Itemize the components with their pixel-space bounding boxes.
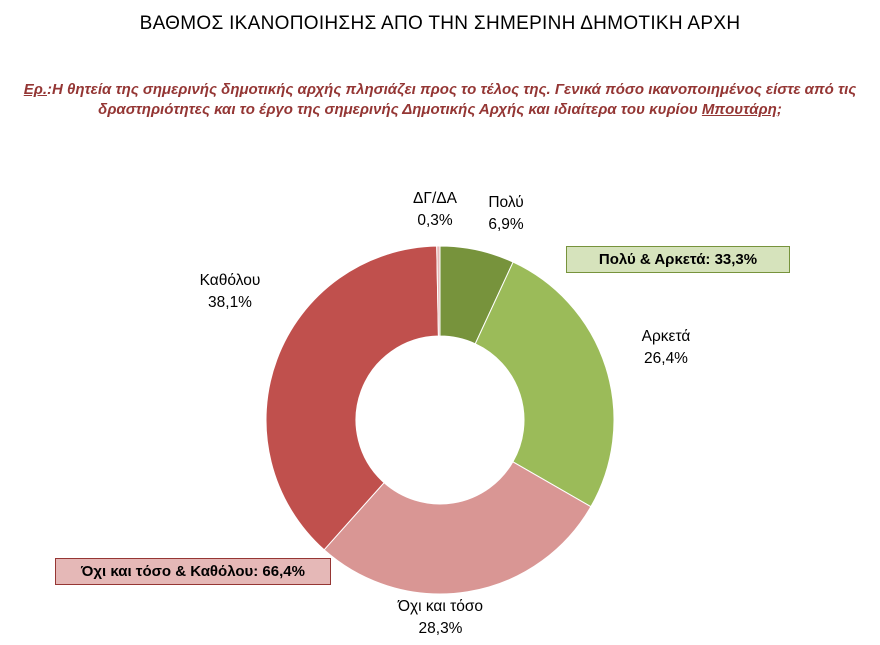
slice-label-oxi-kai-toso: Όχι και τόσο 28,3%	[378, 596, 503, 639]
question-colon: :	[47, 81, 52, 98]
slice-name: Πολύ	[488, 194, 524, 211]
slice-label-poly: Πολύ 6,9%	[468, 192, 544, 235]
question-underlined-name: Μπουτάρη	[701, 101, 777, 119]
donut-slice-1	[474, 261, 615, 508]
question-prefix: Ερ.	[23, 81, 47, 98]
callout-negative-total: Όχι και τόσο & Καθόλου: 66,4%	[55, 558, 331, 585]
slice-label-katholou: Καθόλου 38,1%	[180, 270, 280, 313]
question-body: Η θητεία της σημερινής δημοτικής αρχής π…	[52, 81, 857, 119]
slice-label-arketa: Αρκετά 26,4%	[618, 326, 714, 369]
question-suffix: ;	[776, 101, 782, 119]
slice-name: Αρκετά	[641, 328, 691, 345]
page-title: ΒΑΘΜΟΣ ΙΚΑΝΟΠΟΙΗΣΗΣ ΑΠΟ ΤΗΝ ΣΗΜΕΡΙΝΗ ΔΗΜ…	[139, 13, 741, 34]
donut-slice-2	[323, 461, 592, 595]
slice-value: 0,3%	[417, 211, 453, 229]
slice-value: 28,3%	[418, 619, 463, 637]
slice-value: 26,4%	[644, 349, 688, 367]
callout-positive-total: Πολύ & Αρκετά: 33,3%	[566, 246, 790, 273]
slice-value: 6,9%	[488, 215, 524, 233]
slice-name: Καθόλου	[199, 272, 261, 289]
donut-slice-4	[436, 245, 441, 337]
survey-question: Ερ.:Η θητεία της σημερινής δημοτικής αρχ…	[20, 80, 860, 121]
slice-name: Όχι και τόσο	[397, 598, 484, 615]
slice-value: 38,1%	[208, 293, 252, 311]
donut-slice-3	[265, 245, 439, 551]
slice-name: ΔΓ/ΔΑ	[413, 190, 457, 207]
slice-label-dgda: ΔΓ/ΔΑ 0,3%	[395, 188, 475, 231]
